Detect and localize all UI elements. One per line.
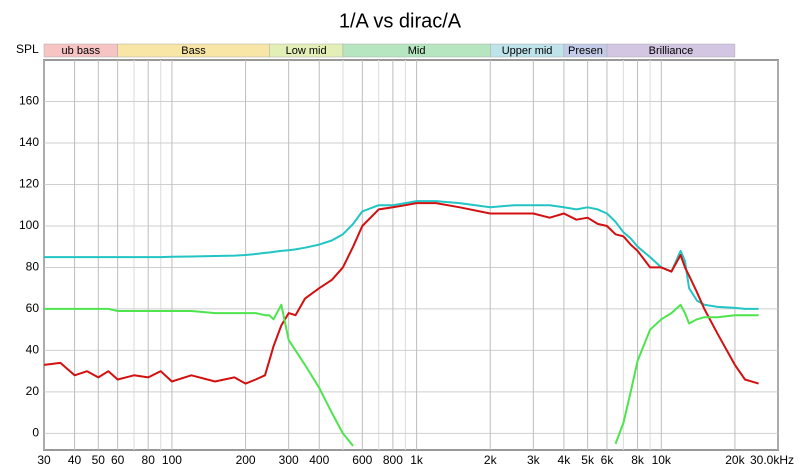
x-tick-label: 10k <box>652 453 672 467</box>
x-tick-label: 400 <box>309 453 329 467</box>
band <box>606 43 736 58</box>
x-tick-label: 100 <box>162 453 182 467</box>
y-tick-label: 80 <box>26 260 40 274</box>
x-tick-label: 2k <box>484 453 498 467</box>
x-tick-label: 30.0kHz <box>750 453 794 467</box>
band-label: Mid <box>408 45 426 57</box>
y-tick-label: 160 <box>19 94 39 108</box>
band-label: Brilliance <box>649 45 694 57</box>
band-label: Presen <box>568 45 603 57</box>
y-tick-label: 120 <box>19 177 39 191</box>
y-tick-label: 20 <box>26 384 40 398</box>
series-line <box>44 202 759 385</box>
x-tick-label: 40 <box>68 453 82 467</box>
x-tick-label: 1k <box>410 453 424 467</box>
y-tick-label: 60 <box>26 301 40 315</box>
band-label: Upper mid <box>502 45 553 57</box>
x-tick-label: 4k <box>558 453 572 467</box>
x-tick-label: 30 <box>37 453 51 467</box>
band-label: Bass <box>181 45 206 57</box>
x-tick-label: 80 <box>142 453 156 467</box>
x-tick-label: 60 <box>111 453 125 467</box>
x-tick-label: 3k <box>527 453 541 467</box>
x-tick-label: 20k <box>725 453 745 467</box>
chart-title: 1/A vs dirac/A <box>339 10 462 32</box>
x-tick-label: 300 <box>279 453 299 467</box>
y-tick-label: 100 <box>19 218 39 232</box>
x-tick-label: 50 <box>92 453 106 467</box>
lines <box>44 200 759 447</box>
plot-frame <box>43 59 779 451</box>
band-label: Low mid <box>286 45 327 57</box>
y-tick-label: 140 <box>19 135 39 149</box>
y-axis-label: SPL <box>16 42 39 56</box>
x-tick-label: 600 <box>352 453 372 467</box>
x-tick-label: 6k <box>601 453 615 467</box>
series-line <box>44 303 759 447</box>
x-tick-label: 800 <box>383 453 403 467</box>
y-tick-label: 40 <box>26 343 40 357</box>
grid <box>43 60 779 450</box>
band-label: ub bass <box>62 45 101 57</box>
x-tick-label: 8k <box>631 453 645 467</box>
y-tick-label: 0 <box>32 426 39 440</box>
x-tick-label: 200 <box>236 453 256 467</box>
x-tick-label: 5k <box>581 453 595 467</box>
